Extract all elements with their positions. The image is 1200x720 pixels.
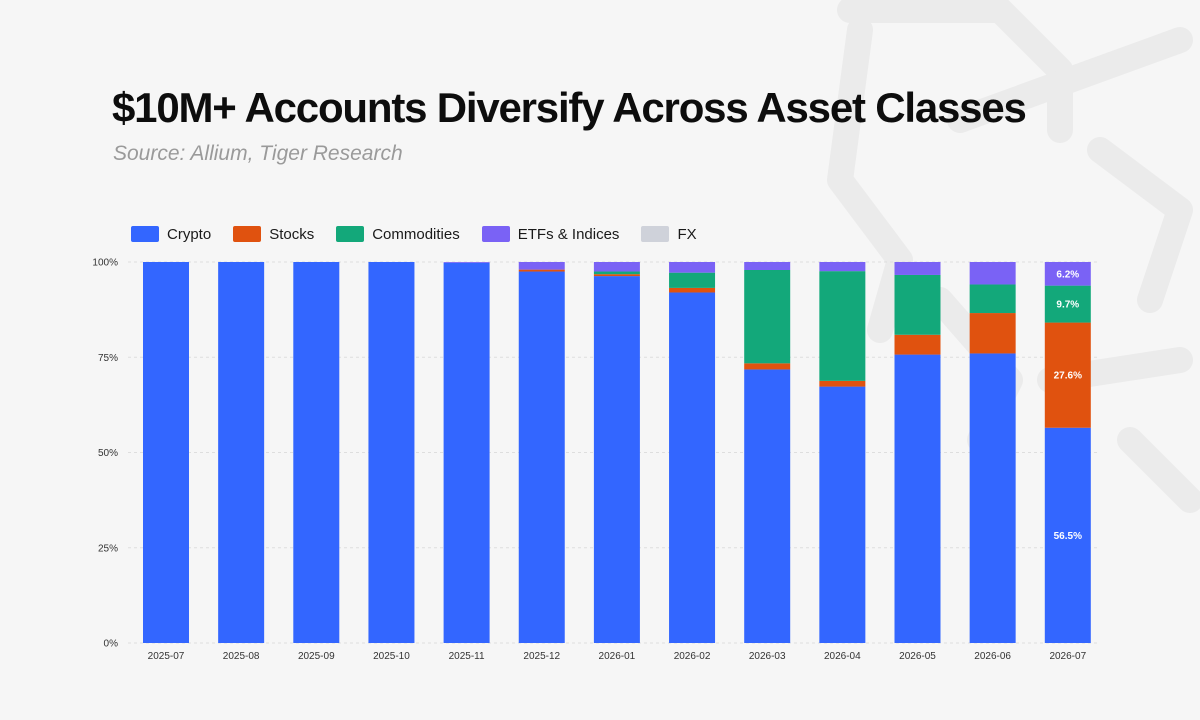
x-tick-label: 2025-12 bbox=[523, 651, 560, 662]
data-label: 6.2% bbox=[1056, 269, 1079, 280]
bar-segment-etfs-and-indices bbox=[744, 262, 791, 271]
bar-segment-crypto bbox=[143, 262, 189, 643]
bar-segment-commodities bbox=[1044, 285, 1091, 323]
bar-segment-crypto bbox=[593, 276, 640, 643]
bar-segment-etfs-and-indices bbox=[593, 262, 640, 272]
bar-segment-crypto bbox=[669, 292, 716, 643]
x-tick-label: 2026-01 bbox=[599, 651, 636, 662]
bar-segment-crypto bbox=[744, 369, 791, 643]
legend-item-etfs: ETFs & Indices bbox=[481, 225, 620, 243]
bar-segment-etfs-and-indices bbox=[1044, 262, 1091, 286]
bar-segment-commodities bbox=[744, 270, 791, 364]
x-tick-label: 2026-07 bbox=[1049, 651, 1086, 662]
bar-segment-crypto bbox=[368, 262, 415, 643]
bar-segment-commodities bbox=[819, 271, 866, 381]
y-tick-label: 0% bbox=[104, 639, 119, 650]
x-tick-label: 2025-08 bbox=[223, 651, 260, 662]
chart-subtitle: Source: Allium, Tiger Research bbox=[113, 142, 403, 165]
legend-swatch-commodities bbox=[336, 226, 365, 242]
bar-segment-stocks bbox=[744, 363, 791, 370]
x-tick-label: 2025-07 bbox=[148, 651, 185, 662]
bar-segment-stocks bbox=[593, 274, 640, 277]
data-label: 56.5% bbox=[1054, 531, 1082, 542]
legend-label-crypto: Crypto bbox=[167, 225, 212, 243]
bar-segment-commodities bbox=[969, 284, 1016, 314]
bar-segment-etfs-and-indices bbox=[969, 262, 1016, 285]
legend-label-fx: FX bbox=[677, 225, 697, 243]
bar-segment-stocks bbox=[819, 380, 866, 387]
bar-segment-crypto bbox=[1044, 427, 1091, 643]
legend-swatch-stocks bbox=[233, 226, 262, 242]
bar-segment-etfs-and-indices bbox=[819, 262, 866, 272]
bar-segment-commodities bbox=[894, 274, 941, 335]
x-tick-label: 2026-04 bbox=[824, 651, 861, 662]
legend-item-crypto: Crypto bbox=[131, 226, 211, 243]
bar-segment-etfs-and-indices bbox=[443, 262, 490, 263]
legend-swatch-etfs bbox=[481, 226, 510, 242]
bar-segment-etfs-and-indices bbox=[894, 262, 941, 275]
y-tick-label: 50% bbox=[98, 448, 118, 459]
x-tick-label: 2025-11 bbox=[449, 651, 485, 662]
bar-segment-crypto bbox=[518, 271, 565, 643]
bar-segment-stocks bbox=[969, 313, 1016, 354]
legend-swatch-fx bbox=[641, 226, 670, 242]
bar-segment-crypto bbox=[218, 262, 265, 643]
bar-segment-stocks bbox=[1044, 322, 1091, 428]
x-tick-label: 2026-06 bbox=[974, 651, 1011, 662]
legend-label-commodities: Commodities bbox=[372, 225, 460, 243]
bar-segment-stocks bbox=[518, 269, 565, 272]
bar-segment-etfs-and-indices bbox=[518, 262, 565, 270]
bar-segment-crypto bbox=[293, 262, 340, 643]
y-tick-label: 75% bbox=[98, 353, 118, 364]
data-label: 9.7% bbox=[1056, 300, 1079, 311]
x-tick-label: 2026-03 bbox=[749, 651, 786, 662]
x-tick-label: 2026-05 bbox=[899, 651, 936, 662]
legend: Crypto Stocks Commodities ETFs & Indices… bbox=[131, 224, 719, 244]
bar-segment-commodities bbox=[669, 272, 716, 288]
legend-label-etfs: ETFs & Indices bbox=[517, 225, 620, 243]
bar-segment-stocks bbox=[894, 334, 941, 355]
chart-title: $10M+ Accounts Diversify Across Asset Cl… bbox=[112, 84, 1027, 131]
data-label: 27.6% bbox=[1054, 371, 1082, 382]
bar-segment-crypto bbox=[969, 353, 1016, 643]
legend-item-fx: FX bbox=[641, 225, 697, 243]
bar-segment-commodities bbox=[593, 271, 640, 275]
legend-swatch-crypto bbox=[131, 226, 159, 242]
x-tick-label: 2025-09 bbox=[298, 651, 335, 662]
y-tick-label: 25% bbox=[98, 543, 118, 554]
bar-segment-etfs-and-indices bbox=[669, 262, 716, 273]
bar-segment-crypto bbox=[819, 386, 866, 643]
legend-item-stocks: Stocks bbox=[233, 226, 314, 243]
bar-segment-crypto bbox=[894, 354, 941, 643]
y-tick-label: 100% bbox=[92, 258, 118, 269]
x-tick-label: 2026-02 bbox=[674, 651, 711, 662]
legend-item-commodities: Commodities bbox=[336, 226, 460, 243]
x-tick-label: 2025-10 bbox=[373, 651, 410, 662]
bar-segment-crypto bbox=[443, 262, 490, 643]
bar-segment-stocks bbox=[669, 287, 716, 293]
legend-label-stocks: Stocks bbox=[269, 225, 315, 243]
